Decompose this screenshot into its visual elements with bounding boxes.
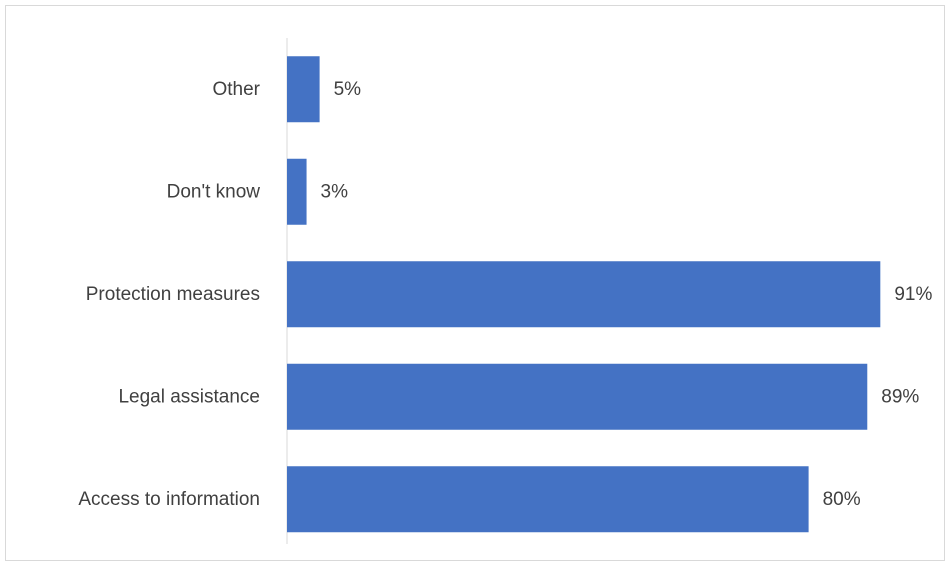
bar	[287, 466, 809, 533]
value-label: 5%	[334, 79, 362, 100]
bar-chart: Other 5% Don't know 3% Protection measures 91…	[78, 38, 932, 544]
bar	[287, 158, 307, 225]
category-label: Other	[212, 79, 260, 100]
category-label: Don't know	[167, 181, 261, 202]
category-label: Protection measures	[86, 284, 260, 305]
value-label: 89%	[881, 386, 919, 407]
value-label: 3%	[321, 181, 349, 202]
bar	[287, 363, 868, 430]
category-label: Legal assistance	[118, 386, 260, 407]
value-label: 91%	[894, 284, 932, 305]
chart-frame: Other 5% Don't know 3% Protection measures 91…	[5, 5, 945, 561]
value-label: 80%	[823, 489, 861, 510]
category-label: Access to information	[78, 489, 260, 510]
labels-layer: Other 5% Don't know 3% Protection measures 91…	[78, 79, 932, 510]
bar	[287, 261, 881, 328]
bar	[287, 56, 320, 123]
bars-layer	[287, 56, 881, 533]
